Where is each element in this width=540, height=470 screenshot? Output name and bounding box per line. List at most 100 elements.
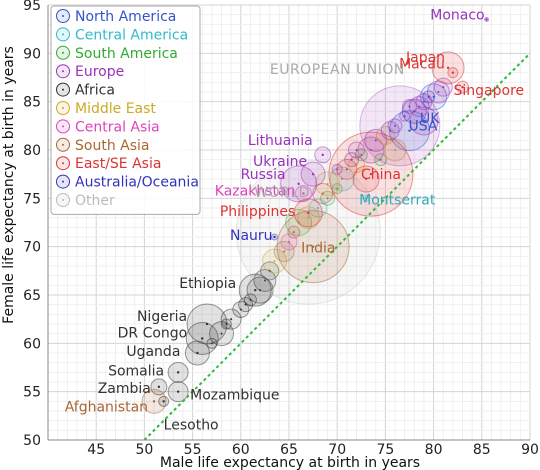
x-tick-label: 55 bbox=[184, 442, 202, 458]
label-china: China bbox=[361, 167, 401, 183]
y-tick-label: 55 bbox=[23, 385, 41, 401]
country-point bbox=[394, 149, 397, 151]
x-tick-label: 60 bbox=[232, 442, 250, 458]
label-japan: Japan bbox=[405, 50, 445, 66]
y-axis-label: Female life expectancy at birth in years bbox=[1, 46, 17, 324]
legend-marker-dot bbox=[62, 199, 64, 201]
point-lithuania bbox=[321, 153, 324, 157]
x-tick-labels: 45 50 55 60 65 70 75 80 85 90 bbox=[87, 442, 539, 458]
bubble-european-union bbox=[359, 85, 441, 167]
legend-label: Australia/Oceania bbox=[75, 175, 199, 191]
x-tick-label: 50 bbox=[135, 442, 153, 458]
y-tick-label: 50 bbox=[23, 433, 41, 449]
label-monaco: Monaco bbox=[430, 8, 484, 24]
label-uganda: Uganda bbox=[126, 344, 180, 360]
legend: North America Central America South Americ… bbox=[50, 5, 201, 215]
x-tick-label: 65 bbox=[280, 442, 298, 458]
point-ethiopia bbox=[254, 288, 257, 292]
label-montserrat: Montserrat bbox=[359, 192, 436, 208]
point-kazakhstan bbox=[302, 192, 305, 195]
label-philippines: Philippines bbox=[220, 204, 295, 220]
y-tick-label: 85 bbox=[23, 95, 41, 111]
label-european-union: EUROPEAN UNION bbox=[270, 62, 405, 78]
country-point bbox=[336, 168, 339, 171]
label-lesotho: Lesotho bbox=[164, 417, 219, 433]
label-kazakhstan: Kazakhstan bbox=[215, 184, 296, 200]
country-point bbox=[292, 231, 295, 234]
point-uk bbox=[422, 119, 426, 123]
country-point bbox=[307, 216, 310, 219]
legend-label: Central America bbox=[75, 27, 188, 43]
point-somalia bbox=[176, 371, 180, 374]
label-ethiopia: Ethiopia bbox=[179, 276, 236, 292]
x-tick-label: 90 bbox=[521, 442, 539, 458]
country-point bbox=[326, 197, 329, 200]
y-tick-label: 60 bbox=[23, 336, 41, 352]
country-point bbox=[321, 192, 324, 195]
legend-marker-dot bbox=[62, 125, 64, 128]
label-usa: USA bbox=[409, 119, 438, 135]
x-tick-label: 75 bbox=[376, 442, 394, 458]
country-point bbox=[273, 260, 276, 263]
x-tick-label: 80 bbox=[425, 442, 443, 458]
point-russia bbox=[297, 182, 300, 186]
point-philippines bbox=[307, 211, 310, 215]
country-point bbox=[437, 91, 440, 93]
country-point bbox=[403, 115, 406, 118]
legend-label: East/SE Asia bbox=[75, 156, 161, 172]
point-nauru bbox=[273, 235, 276, 239]
y-tick-label: 70 bbox=[23, 240, 41, 256]
legend-label: Other bbox=[75, 193, 115, 209]
y-tick-label: 80 bbox=[23, 143, 41, 159]
country-point bbox=[263, 279, 266, 282]
point-macau bbox=[451, 71, 455, 74]
label-india: India bbox=[301, 241, 335, 257]
label-uk: UK bbox=[420, 111, 440, 127]
y-tick-label: 65 bbox=[23, 288, 41, 304]
data-cloud bbox=[206, 77, 453, 349]
country-point bbox=[442, 86, 445, 89]
point-india bbox=[311, 245, 315, 248]
country-point bbox=[432, 95, 435, 98]
country-point bbox=[345, 168, 348, 171]
label-somalia: Somalia bbox=[108, 363, 164, 379]
country-point bbox=[283, 250, 286, 253]
country-point bbox=[336, 187, 339, 190]
label-world: WORLD bbox=[254, 185, 310, 201]
country-point bbox=[408, 105, 411, 108]
label-ukraine: Ukraine bbox=[253, 154, 307, 170]
country-point bbox=[365, 178, 368, 180]
legend-marker-dot bbox=[62, 33, 64, 36]
point-uganda bbox=[196, 351, 199, 355]
legend-label: Central Asia bbox=[75, 119, 160, 135]
country-point bbox=[355, 149, 358, 151]
legend-label: Europe bbox=[75, 64, 124, 80]
point-afghanistan bbox=[152, 400, 156, 403]
aggregate-bubbles bbox=[235, 85, 441, 305]
legend-marker-dot bbox=[62, 88, 64, 91]
x-axis-label: Male life expectancy at birth in years bbox=[160, 455, 420, 470]
point-dr-congo bbox=[201, 337, 204, 340]
y-tick-label: 90 bbox=[23, 46, 41, 62]
country-point bbox=[244, 303, 247, 306]
x-tick-label: 85 bbox=[473, 442, 491, 458]
point-zambia bbox=[157, 385, 161, 389]
legend-label: South Asia bbox=[75, 138, 149, 154]
x-tick-label: 70 bbox=[328, 442, 346, 458]
legend-box bbox=[50, 5, 201, 215]
country-point bbox=[220, 332, 223, 335]
country-point bbox=[379, 158, 382, 161]
point-usa bbox=[408, 129, 411, 132]
y-tick-labels: 50 55 60 65 70 75 80 85 90 95 bbox=[23, 0, 41, 449]
point-lesotho bbox=[162, 400, 165, 403]
label-nauru: Nauru bbox=[230, 228, 273, 244]
country-bubbles bbox=[141, 17, 490, 414]
label-nigeria: Nigeria bbox=[137, 309, 187, 325]
country-point bbox=[230, 318, 233, 321]
label-macau: Macau bbox=[399, 57, 445, 73]
y-tick-label: 95 bbox=[23, 0, 41, 14]
country-point bbox=[268, 269, 271, 272]
label-lithuania: Lithuania bbox=[248, 133, 313, 149]
label-russia: Russia bbox=[241, 167, 286, 183]
